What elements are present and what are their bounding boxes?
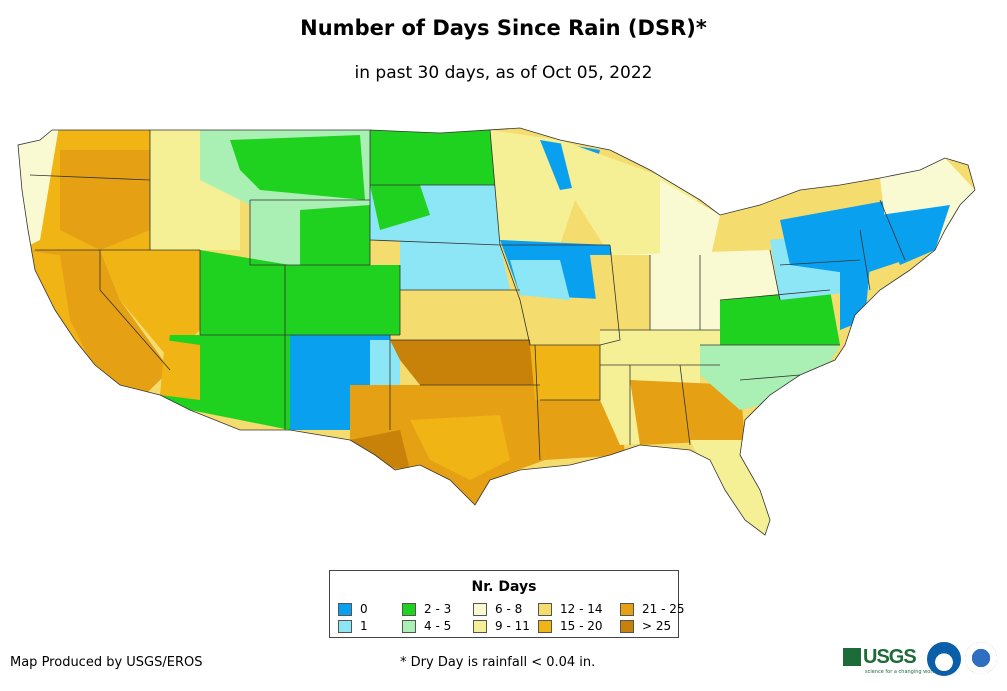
region-arizona-dry	[160, 340, 200, 400]
legend-swatch	[620, 620, 634, 633]
legend-label: 1	[360, 619, 368, 633]
region-sd-green	[370, 185, 430, 230]
legend-label: 12 - 14	[560, 602, 603, 616]
region-colorado	[285, 265, 400, 335]
region-florida	[690, 440, 770, 535]
legend-swatch	[402, 620, 416, 633]
legend-swatch	[473, 620, 487, 633]
usgs-wave-icon	[843, 648, 861, 666]
region-georgia	[630, 380, 745, 445]
map-credit: Map Produced by USGS/EROS	[10, 655, 203, 670]
legend-swatch	[338, 620, 352, 633]
region-wyoming-green	[300, 205, 370, 265]
legend-item: 2 - 3	[402, 602, 451, 616]
region-west-coast	[18, 128, 60, 260]
legend-title: Nr. Days	[471, 579, 537, 595]
legend-label: 15 - 20	[560, 619, 603, 633]
map-title: Number of Days Since Rain (DSR)*	[300, 16, 707, 40]
region-arkansas	[530, 345, 600, 400]
region-iowa-light	[510, 260, 570, 300]
region-texas-west	[350, 430, 410, 470]
legend-item: 0	[338, 602, 368, 616]
region-nebraska	[400, 240, 510, 290]
region-michigan	[660, 180, 720, 260]
legend-item: 12 - 14	[538, 602, 603, 616]
legend-item: > 25	[620, 619, 671, 633]
state-borders	[17, 127, 976, 536]
region-virginia	[720, 290, 840, 360]
region-missouri	[520, 300, 620, 345]
map-subtitle: in past 30 days, as of Oct 05, 2022	[354, 63, 653, 83]
legend-swatch	[473, 603, 487, 616]
legend-label: 21 - 25	[642, 602, 685, 616]
legend-label: 6 - 8	[495, 602, 523, 616]
noaa-logo	[927, 642, 961, 676]
region-north-dakota	[370, 130, 495, 185]
legend-swatch	[338, 603, 352, 616]
region-louisiana	[540, 400, 625, 460]
nws-logo	[965, 642, 997, 674]
region-new-york	[780, 200, 905, 275]
region-oklahoma	[390, 340, 535, 385]
region-montana-green	[230, 135, 365, 200]
region-kansas	[400, 290, 520, 335]
region-oregon-dry	[60, 150, 150, 250]
region-utah	[200, 250, 290, 340]
legend-item: 6 - 8	[473, 602, 522, 616]
legend-label: > 25	[642, 619, 672, 633]
legend-label: 9 - 11	[495, 619, 530, 633]
legend-label: 2 - 3	[424, 602, 452, 616]
legend-item: 21 - 25	[620, 602, 685, 616]
usgs-tagline: science for a changing world	[865, 669, 937, 675]
usgs-logo: USGS	[863, 646, 917, 668]
legend-item: 15 - 20	[538, 619, 603, 633]
region-new-england-blue	[880, 205, 950, 265]
legend-swatch	[402, 603, 416, 616]
legend-swatch	[538, 603, 552, 616]
legend-item: 4 - 5	[402, 619, 451, 633]
legend: Nr. Days 0 1 2 - 3 4 - 5 6 - 8 9 - 11 12 - 14 1…	[329, 570, 685, 638]
legend-swatch	[620, 603, 634, 616]
region-tennessee	[600, 330, 720, 365]
legend-item: 9 - 11	[473, 619, 530, 633]
dry-day-note: * Dry Day is rainfall < 0.04 in.	[400, 655, 596, 670]
legend-item: 1	[338, 619, 368, 633]
region-mid-atlantic	[840, 265, 870, 330]
legend-label: 4 - 5	[424, 619, 452, 633]
region-texas-central	[410, 415, 510, 480]
legend-label: 0	[360, 602, 368, 616]
legend-swatch	[538, 620, 552, 633]
agency-logos: USGS science for a changing world	[843, 640, 1003, 676]
region-nevada	[100, 250, 200, 360]
region-illinois-indiana	[590, 255, 650, 330]
